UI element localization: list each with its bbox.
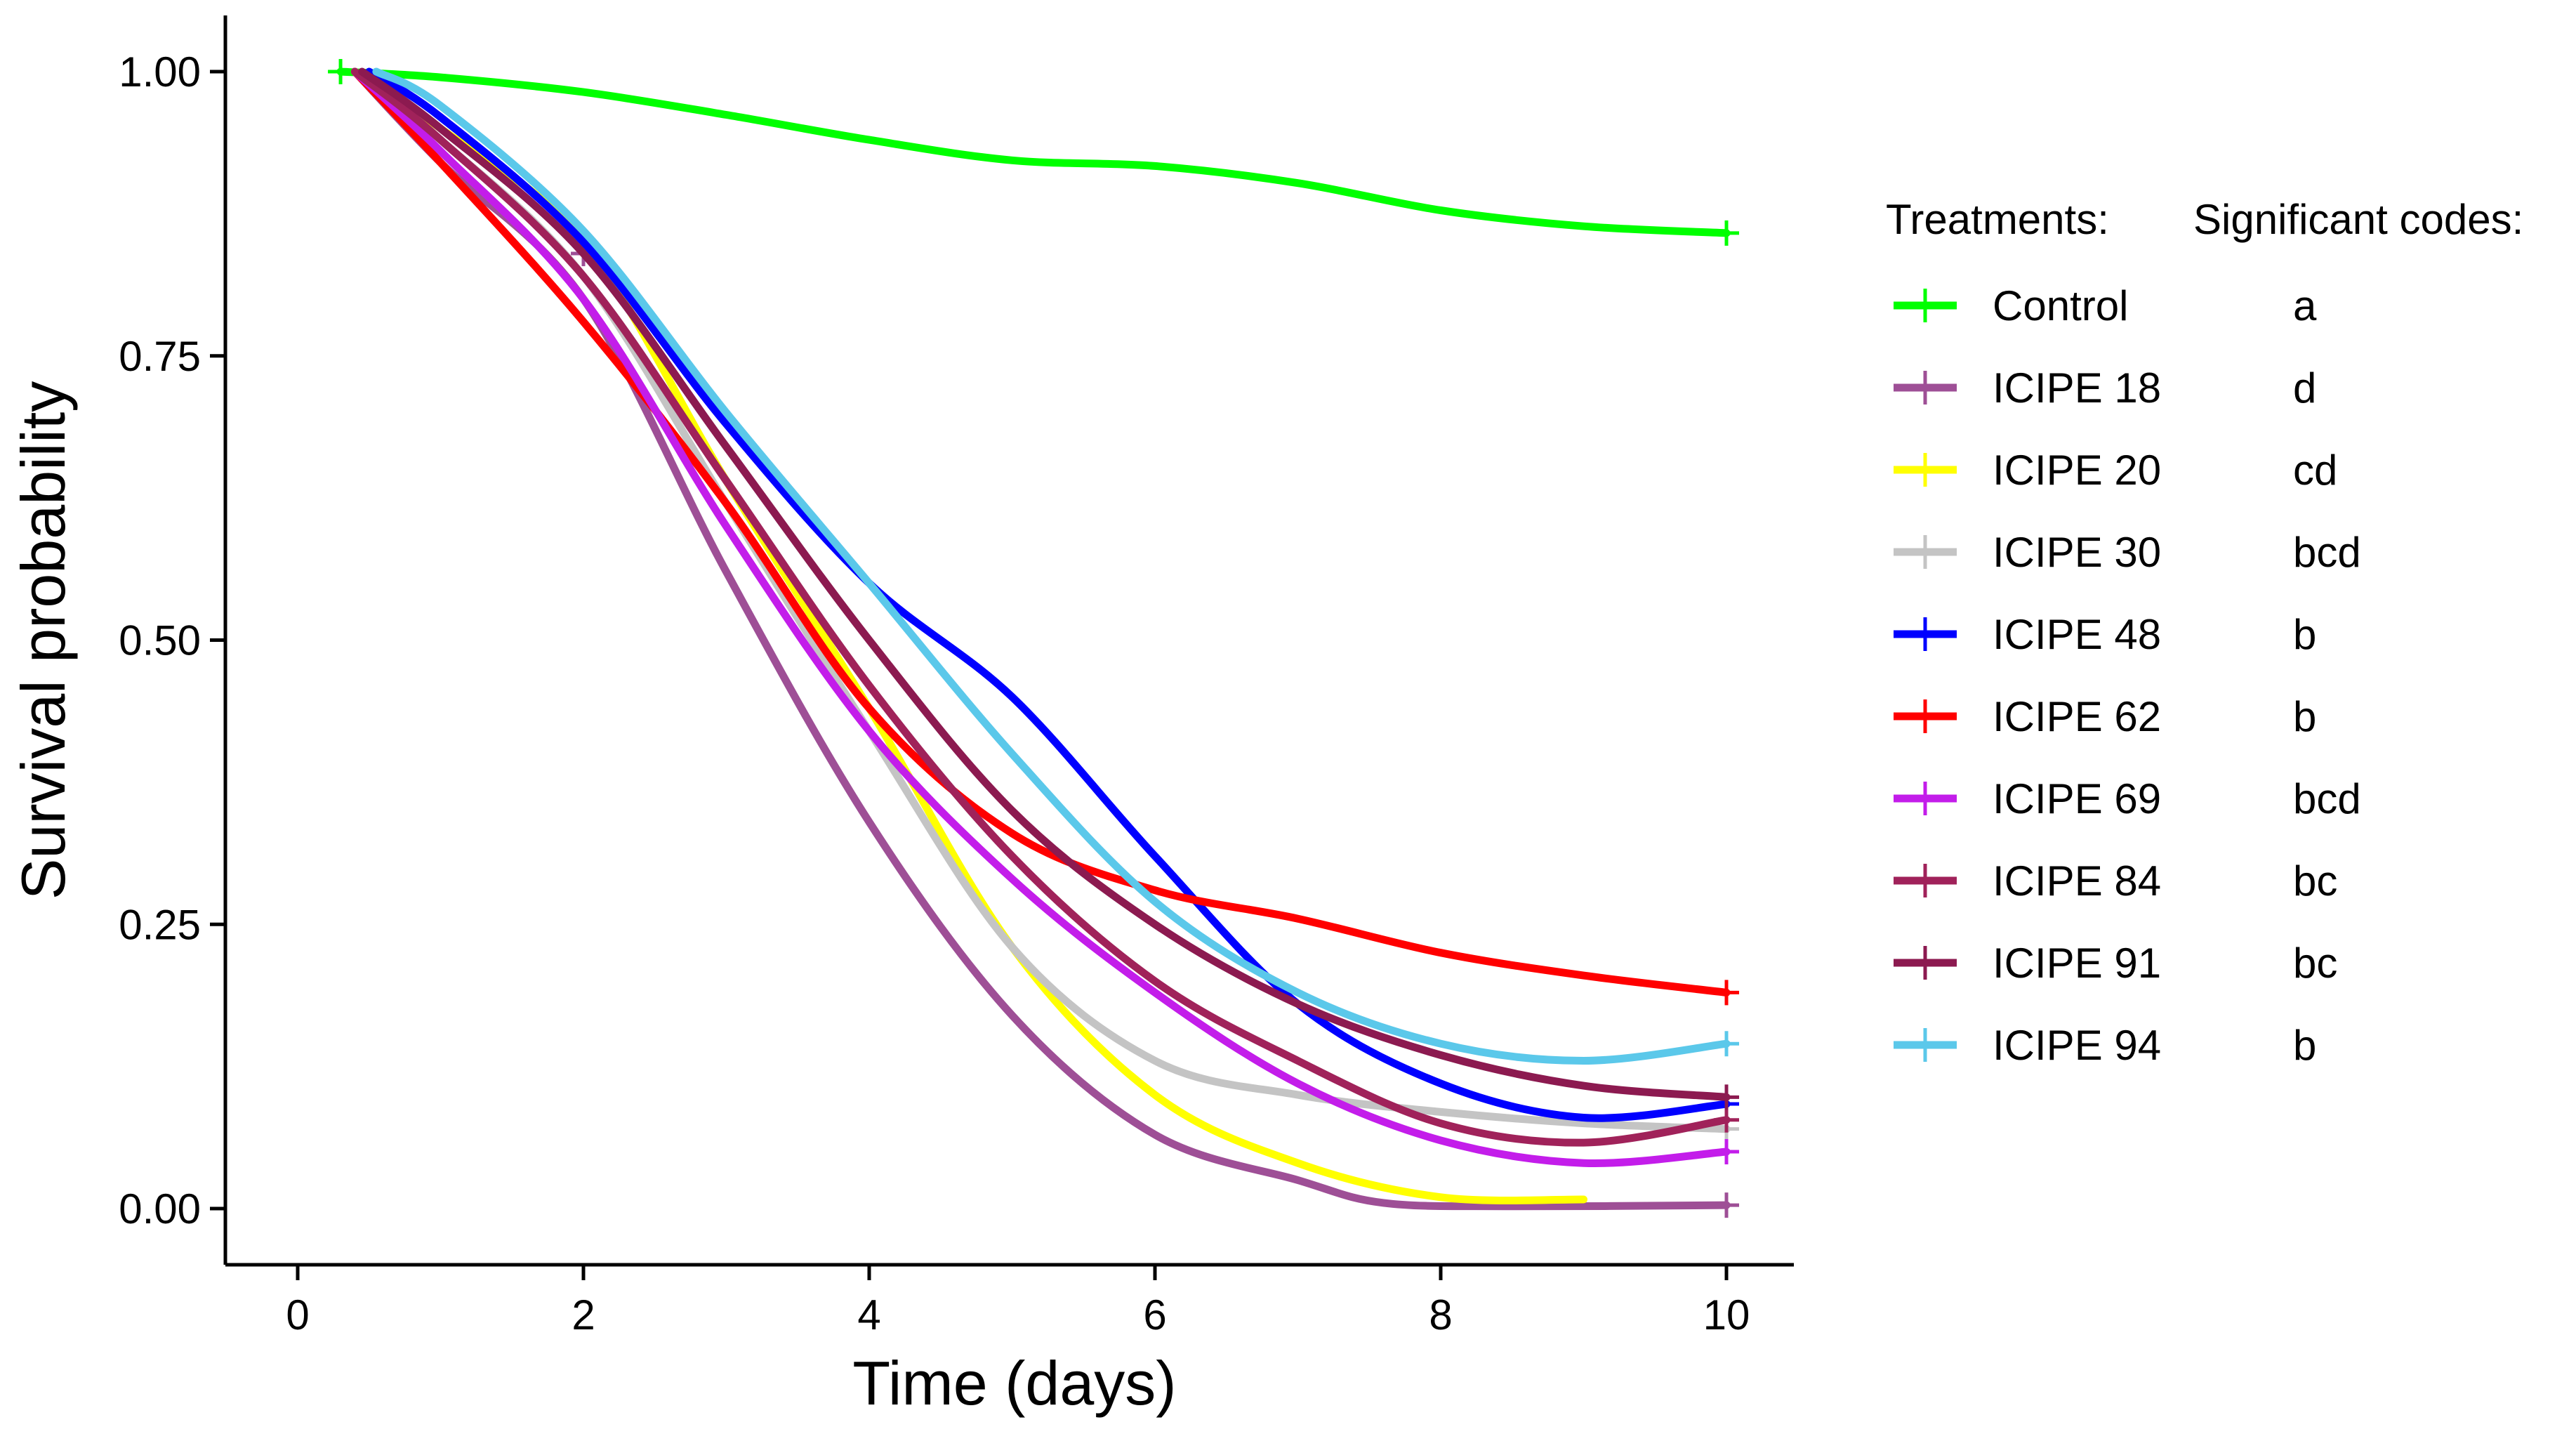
series-line-icipe-48 [365, 67, 1731, 1122]
legend-label: ICIPE 48 [1993, 611, 2161, 658]
y-tick-label: 0.50 [119, 617, 201, 664]
y-tick-label: 0.00 [119, 1185, 201, 1232]
y-tick-label: 0.75 [119, 333, 201, 380]
legend-code: b [2293, 1022, 2316, 1069]
legend-code: a [2293, 282, 2317, 329]
series-line-control [336, 67, 1731, 237]
legend-code: bc [2293, 857, 2337, 905]
legend-code: bcd [2293, 529, 2361, 576]
series-line-icipe-84 [350, 67, 1731, 1147]
series-line-icipe-69 [350, 67, 1731, 1167]
x-tick-label: 6 [1143, 1291, 1166, 1338]
y-tick-label: 0.25 [119, 901, 201, 948]
legend-label: Control [1993, 282, 2128, 329]
legend-code: d [2293, 364, 2316, 412]
x-tick-label: 10 [1703, 1291, 1750, 1338]
legend: Treatments: Significant codes: Control a I… [1886, 196, 2523, 1069]
legend-code: cd [2293, 447, 2337, 494]
y-axis-title: Survival probability [8, 381, 78, 900]
legend-code: b [2293, 611, 2316, 658]
legend-label: ICIPE 30 [1993, 529, 2161, 576]
legend-label: ICIPE 94 [1993, 1022, 2161, 1069]
legend-code: bc [2293, 940, 2337, 987]
plot-area [328, 59, 1739, 1218]
legend-label: ICIPE 84 [1993, 857, 2161, 905]
x-axis-title: Time (days) [852, 1348, 1176, 1418]
axes: 0 2 4 6 8 10 0.00 0.25 0.50 0.75 1.00 [119, 15, 1794, 1338]
series-line-icipe-94 [372, 67, 1731, 1065]
series-line-icipe-91 [358, 67, 1731, 1101]
x-tick-label: 2 [572, 1291, 595, 1338]
legend-label: ICIPE 18 [1993, 364, 2161, 412]
legend-label: ICIPE 69 [1993, 775, 2161, 822]
legend-label: ICIPE 20 [1993, 447, 2161, 494]
legend-label: ICIPE 62 [1993, 693, 2161, 740]
legend-label: ICIPE 91 [1993, 940, 2161, 987]
legend-title: Treatments: [1886, 196, 2109, 243]
legend-code: b [2293, 693, 2316, 740]
series-line-icipe-18 [350, 67, 1731, 1211]
legend-code: bcd [2293, 775, 2361, 822]
x-tick-label: 4 [857, 1291, 880, 1338]
x-tick-label: 8 [1429, 1291, 1452, 1338]
series-line-icipe-62 [350, 67, 1731, 996]
legend-codes-title: Significant codes: [2193, 196, 2523, 243]
x-tick-label: 0 [286, 1291, 309, 1338]
y-tick-label: 1.00 [119, 48, 201, 96]
